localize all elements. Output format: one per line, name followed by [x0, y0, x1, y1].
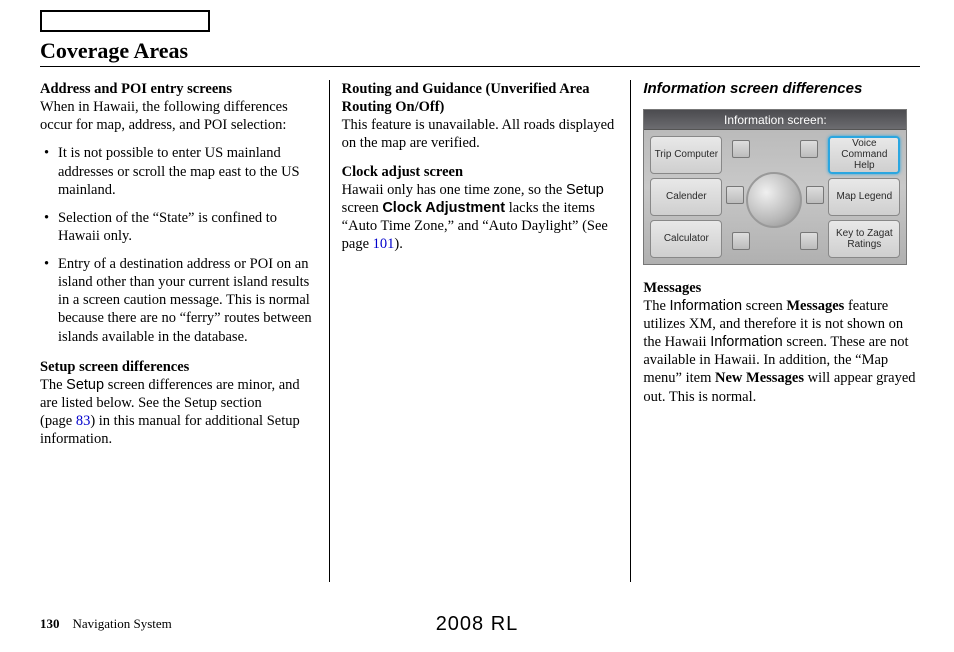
- info-screen-title: Information screen:: [644, 110, 906, 130]
- list-item: Entry of a destination address or POI on…: [40, 255, 317, 346]
- heading-setup-diff: Setup screen differences: [40, 359, 189, 375]
- list-item: It is not possible to enter US mainland …: [40, 144, 317, 198]
- text: This feature is unavailable. All roads d…: [342, 117, 615, 151]
- title-rule: [40, 66, 920, 67]
- information-screen-mock: Information screen: Trip Computer Calend…: [643, 109, 907, 265]
- mini-icon: [732, 140, 750, 158]
- text-bold: New Messages: [715, 370, 804, 386]
- list-item: Selection of the “State” is confined to …: [40, 209, 317, 245]
- page-link-83[interactable]: 83: [76, 413, 91, 429]
- top-blank-box: [40, 10, 210, 32]
- text: screen: [342, 200, 383, 216]
- text: Hawaii only has one time zone, so the: [342, 182, 566, 198]
- text: screen: [742, 298, 786, 314]
- para-setup-diff: Setup screen differences The Setup scree…: [40, 358, 317, 449]
- text-sans: Setup: [566, 182, 604, 198]
- btn-voice-command[interactable]: Voice Command Help: [828, 136, 900, 174]
- page-title: Coverage Areas: [40, 38, 188, 64]
- btn-map-legend[interactable]: Map Legend: [828, 178, 900, 216]
- text: ).: [394, 236, 402, 252]
- para-clock: Clock adjust screen Hawaii only has one …: [342, 163, 619, 254]
- mini-icon: [806, 186, 824, 204]
- text-sans: Information: [670, 298, 743, 314]
- text: The: [643, 298, 669, 314]
- heading-messages: Messages: [643, 280, 701, 296]
- heading-routing: Routing and Guidance (Unverified Area Ro…: [342, 81, 590, 115]
- page-link-101[interactable]: 101: [373, 236, 395, 252]
- footer-center: 2008 RL: [0, 613, 954, 636]
- text-intro: When in Hawaii, the following difference…: [40, 99, 288, 133]
- btn-calculator[interactable]: Calculator: [650, 220, 722, 258]
- bullet-list: It is not possible to enter US mainland …: [40, 144, 317, 345]
- dial-icon: [746, 172, 802, 228]
- column-1: Address and POI entry screens When in Ha…: [40, 80, 330, 582]
- mini-icon: [732, 232, 750, 250]
- para-address-poi: Address and POI entry screens When in Ha…: [40, 80, 317, 134]
- heading-info-diff: Information screen differences: [643, 80, 920, 99]
- content-columns: Address and POI entry screens When in Ha…: [40, 80, 920, 582]
- heading-address-poi: Address and POI entry screens: [40, 81, 232, 97]
- mini-icon: [800, 232, 818, 250]
- para-messages: Messages The Information screen Messages…: [643, 279, 920, 406]
- para-routing: Routing and Guidance (Unverified Area Ro…: [342, 80, 619, 153]
- column-2: Routing and Guidance (Unverified Area Ro…: [330, 80, 632, 582]
- text-sans: Setup: [66, 377, 104, 393]
- text-sans: Information: [710, 334, 783, 350]
- text-bold: Messages: [786, 298, 844, 314]
- mini-icon: [800, 140, 818, 158]
- text: The: [40, 377, 66, 393]
- column-3: Information screen differences Informati…: [631, 80, 920, 582]
- btn-trip-computer[interactable]: Trip Computer: [650, 136, 722, 174]
- mini-icon: [726, 186, 744, 204]
- info-screen-body: Trip Computer Calender Calculator Voice …: [644, 130, 906, 264]
- heading-clock: Clock adjust screen: [342, 164, 463, 180]
- btn-zagat[interactable]: Key to Zagat Ratings: [828, 220, 900, 258]
- text-bold: Clock Adjustment: [382, 200, 505, 216]
- btn-calendar[interactable]: Calender: [650, 178, 722, 216]
